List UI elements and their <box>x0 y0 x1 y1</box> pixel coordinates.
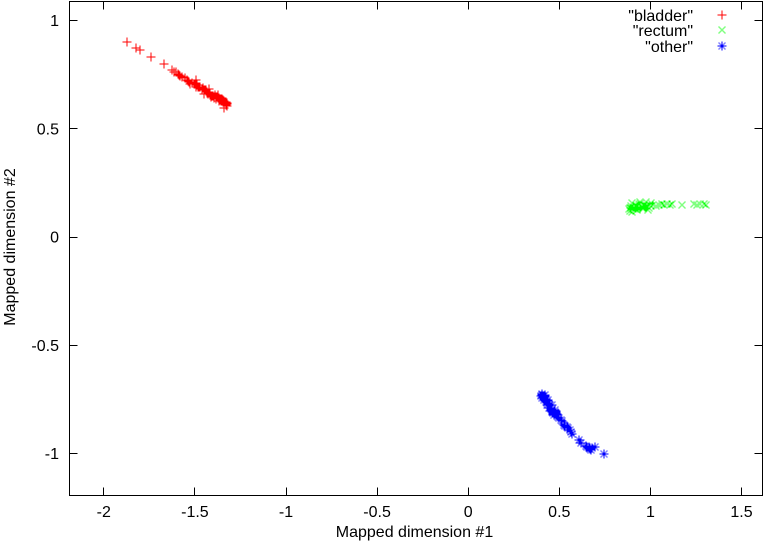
svg-text:1: 1 <box>646 504 655 521</box>
svg-text:-0.5: -0.5 <box>31 338 59 355</box>
svg-text:"rectum": "rectum" <box>633 23 693 40</box>
svg-text:-2: -2 <box>97 504 111 521</box>
svg-text:"bladder": "bladder" <box>628 8 693 25</box>
svg-text:1: 1 <box>50 13 59 30</box>
svg-text:Mapped dimension #1: Mapped dimension #1 <box>336 524 494 541</box>
svg-text:-1: -1 <box>45 446 59 463</box>
svg-text:0.5: 0.5 <box>548 504 570 521</box>
svg-text:0: 0 <box>464 504 473 521</box>
svg-text:0: 0 <box>50 230 59 247</box>
svg-text:Mapped dimension #2: Mapped dimension #2 <box>2 168 19 326</box>
svg-text:-1.5: -1.5 <box>181 504 209 521</box>
svg-text:"other": "other" <box>645 39 693 56</box>
svg-text:-0.5: -0.5 <box>363 504 391 521</box>
svg-text:0.5: 0.5 <box>37 121 59 138</box>
svg-text:1.5: 1.5 <box>730 504 752 521</box>
svg-text:-1: -1 <box>279 504 293 521</box>
